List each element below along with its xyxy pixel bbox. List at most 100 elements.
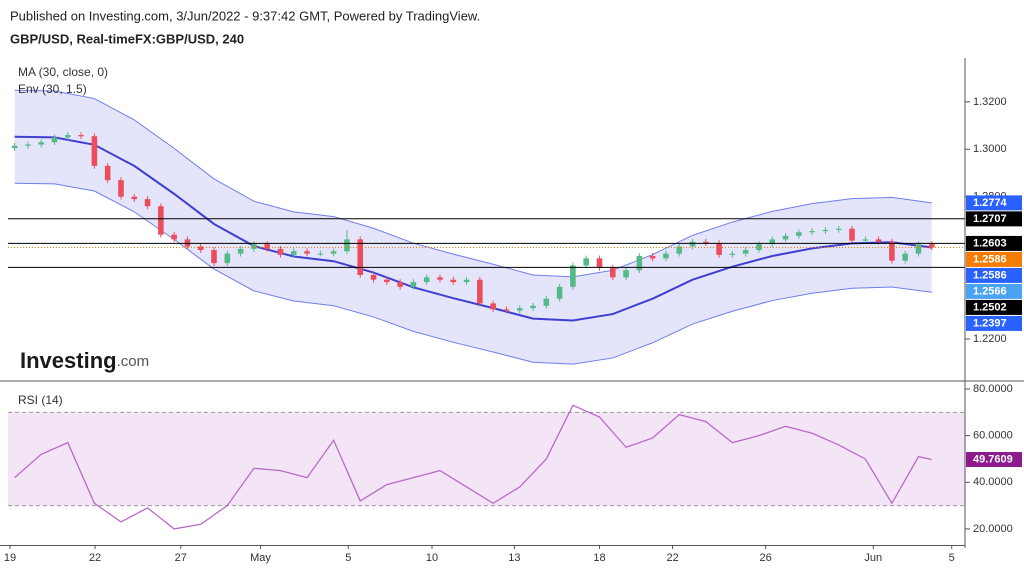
envelope-lower <box>14 182 932 365</box>
candle-body <box>596 258 603 268</box>
rsi-band <box>8 412 965 506</box>
candle-body <box>251 244 257 249</box>
price-marker-label: 1.2502 <box>973 301 1007 313</box>
candle-body <box>25 144 31 146</box>
candle-body <box>915 244 922 254</box>
candle-body <box>397 282 403 287</box>
candle-body <box>583 258 589 266</box>
plot-layer <box>8 89 965 530</box>
candle-body <box>384 279 390 283</box>
y-tick-label: 60.0000 <box>973 430 1013 442</box>
x-tick-label: 26 <box>760 552 772 564</box>
candle-body <box>158 206 164 235</box>
price-marker-label: 1.2566 <box>973 285 1007 297</box>
candle-body <box>264 244 270 249</box>
y-tick-label: 1.2200 <box>973 333 1007 345</box>
published-note: Published on Investing.com, 3/Jun/2022 -… <box>10 8 480 23</box>
candle-body <box>530 305 536 309</box>
price-marker-box <box>966 195 1022 211</box>
candle-body <box>663 253 669 259</box>
logo: Investing.com <box>20 348 149 373</box>
candle-body <box>118 180 124 197</box>
candle-body <box>649 255 656 259</box>
candle-body <box>769 239 776 245</box>
x-tick-label: May <box>250 552 271 564</box>
candle-body <box>370 274 377 280</box>
price-marker-label: 1.2397 <box>973 317 1007 329</box>
candle-body <box>822 229 829 232</box>
price-marker-label: 1.2586 <box>973 269 1007 281</box>
y-tick-label: 80.0000 <box>973 383 1013 395</box>
candle-body <box>277 248 284 255</box>
y-tick-label: 1.3200 <box>973 96 1007 108</box>
price-marker-box <box>966 235 1022 251</box>
candle-body <box>703 241 709 243</box>
candle-body <box>875 239 882 242</box>
price-marker-label: 1.2707 <box>973 213 1007 225</box>
candle-body <box>689 241 696 247</box>
candle-body <box>237 248 244 254</box>
envelope-fill <box>14 90 932 365</box>
candle-body <box>463 279 470 283</box>
legend-envelope: Env (30, 1.5) <box>18 82 87 96</box>
candle-body <box>423 277 430 283</box>
candle-body <box>729 253 736 255</box>
candle-body <box>11 145 18 149</box>
candle-body <box>65 135 71 138</box>
y-tick-label: 40.0000 <box>973 476 1013 488</box>
ma-line <box>14 135 932 322</box>
x-tick-label: 18 <box>593 552 605 564</box>
candle-body <box>410 282 417 287</box>
candle-body <box>676 246 683 254</box>
x-tick-label: 27 <box>175 552 187 564</box>
price-marker-box <box>966 299 1022 315</box>
candle-body <box>91 136 98 166</box>
candle-body <box>330 251 337 254</box>
candle-body <box>636 255 643 271</box>
legend-ma: MA (30, close, 0) <box>18 65 108 79</box>
candle-body <box>290 251 297 255</box>
candle-body <box>902 253 908 261</box>
candle-body <box>304 251 310 254</box>
candle-body <box>104 165 111 181</box>
candle-body <box>623 270 629 278</box>
candle-body <box>556 286 563 299</box>
x-tick-label: 5 <box>949 552 955 564</box>
x-tick-label: 10 <box>426 552 438 564</box>
x-tick-label: 22 <box>89 552 101 564</box>
candle-body <box>224 253 231 264</box>
price-marker-box <box>966 267 1022 283</box>
y-tick-label: 20.0000 <box>973 523 1013 535</box>
candle-body <box>862 239 869 241</box>
candle-body <box>211 250 217 264</box>
x-tick-label: 5 <box>345 552 351 564</box>
envelope-upper <box>14 89 932 278</box>
candle-body <box>450 279 457 283</box>
candle-body <box>835 228 842 230</box>
candle-body <box>543 298 550 306</box>
chart-title: GBP/USD, Real-timeFX:GBP/USD, 240 <box>10 31 244 46</box>
price-marker-label: 1.2774 <box>973 197 1008 209</box>
candle-body <box>144 199 151 207</box>
x-tick-label: 22 <box>666 552 678 564</box>
price-marker-box <box>966 452 1022 468</box>
y-tick-label: 1.3000 <box>973 143 1007 155</box>
price-marker-box <box>966 315 1022 331</box>
candle-body <box>809 231 815 233</box>
candle-body <box>437 277 443 280</box>
candle-body <box>197 246 204 251</box>
candle-body <box>889 241 895 261</box>
background-layer: 192227May51013182226Jun51.22001.28001.30… <box>4 90 1013 564</box>
candle-body <box>477 279 483 304</box>
rsi-title: RSI (14) <box>18 393 63 407</box>
candle-body <box>796 232 802 236</box>
candle-body <box>171 234 177 240</box>
candle-body <box>928 244 935 248</box>
candle-body <box>503 309 510 311</box>
logo-suffix: .com <box>117 353 150 370</box>
x-tick-label: 19 <box>4 552 16 564</box>
rsi-line <box>14 404 932 530</box>
x-tick-label: 13 <box>508 552 520 564</box>
price-marker-box <box>966 251 1022 267</box>
logo-name: Investing <box>20 348 117 373</box>
